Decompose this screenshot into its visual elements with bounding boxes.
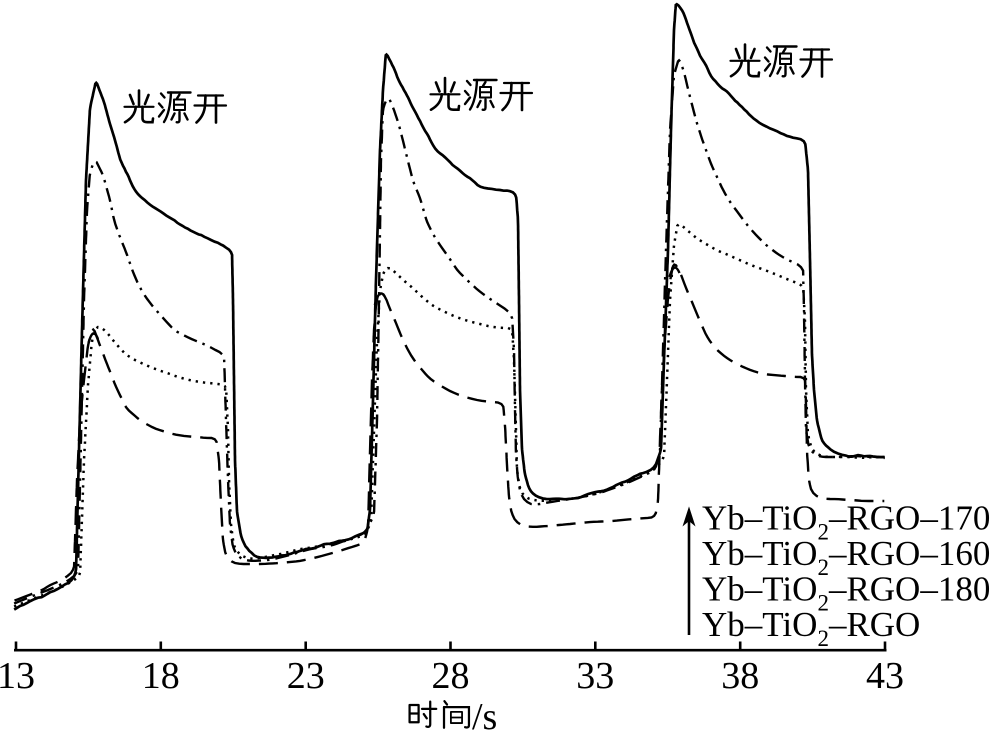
svg-text:18: 18 (142, 655, 180, 697)
svg-text:Yb–TiO2–RGO: Yb–TiO2–RGO (702, 605, 920, 651)
svg-text:28: 28 (432, 655, 470, 697)
svg-text:Yb–TiO2–RGO–170: Yb–TiO2–RGO–170 (702, 499, 990, 545)
svg-text:38: 38 (721, 655, 759, 697)
svg-text:33: 33 (576, 655, 614, 697)
svg-text:13: 13 (0, 655, 35, 697)
svg-text:/s: /s (472, 696, 497, 738)
svg-text:Yb–TiO2–RGO–160: Yb–TiO2–RGO–160 (702, 534, 990, 580)
svg-text:43: 43 (866, 655, 904, 697)
svg-text:23: 23 (287, 655, 325, 697)
svg-text:Yb–TiO2–RGO–180: Yb–TiO2–RGO–180 (702, 570, 990, 616)
